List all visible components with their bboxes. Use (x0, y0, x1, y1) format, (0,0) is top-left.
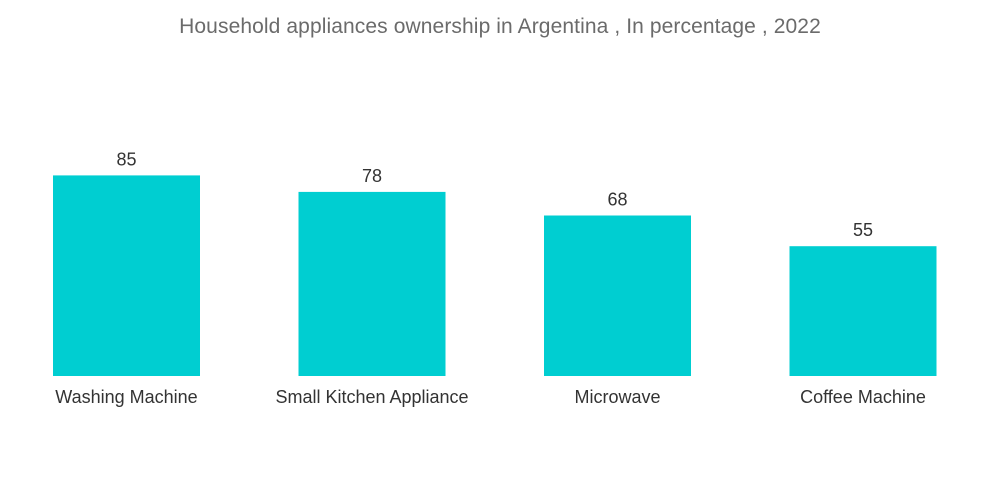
bar-washing-machine (53, 175, 200, 376)
chart-title: Household appliances ownership in Argent… (179, 15, 821, 38)
category-label: Coffee Machine (800, 387, 926, 407)
bar-microwave (544, 215, 691, 376)
category-label: Washing Machine (55, 387, 197, 407)
bar-value-label: 55 (853, 220, 873, 240)
bar-small-kitchen-appliance (298, 191, 446, 376)
bar-value-label: 78 (362, 166, 382, 186)
category-label: Small Kitchen Appliance (275, 387, 468, 407)
bar-value-label: 68 (607, 190, 627, 210)
bar-value-label: 85 (116, 149, 136, 169)
category-label: Microwave (574, 387, 660, 407)
bar-coffee-machine (789, 246, 937, 376)
